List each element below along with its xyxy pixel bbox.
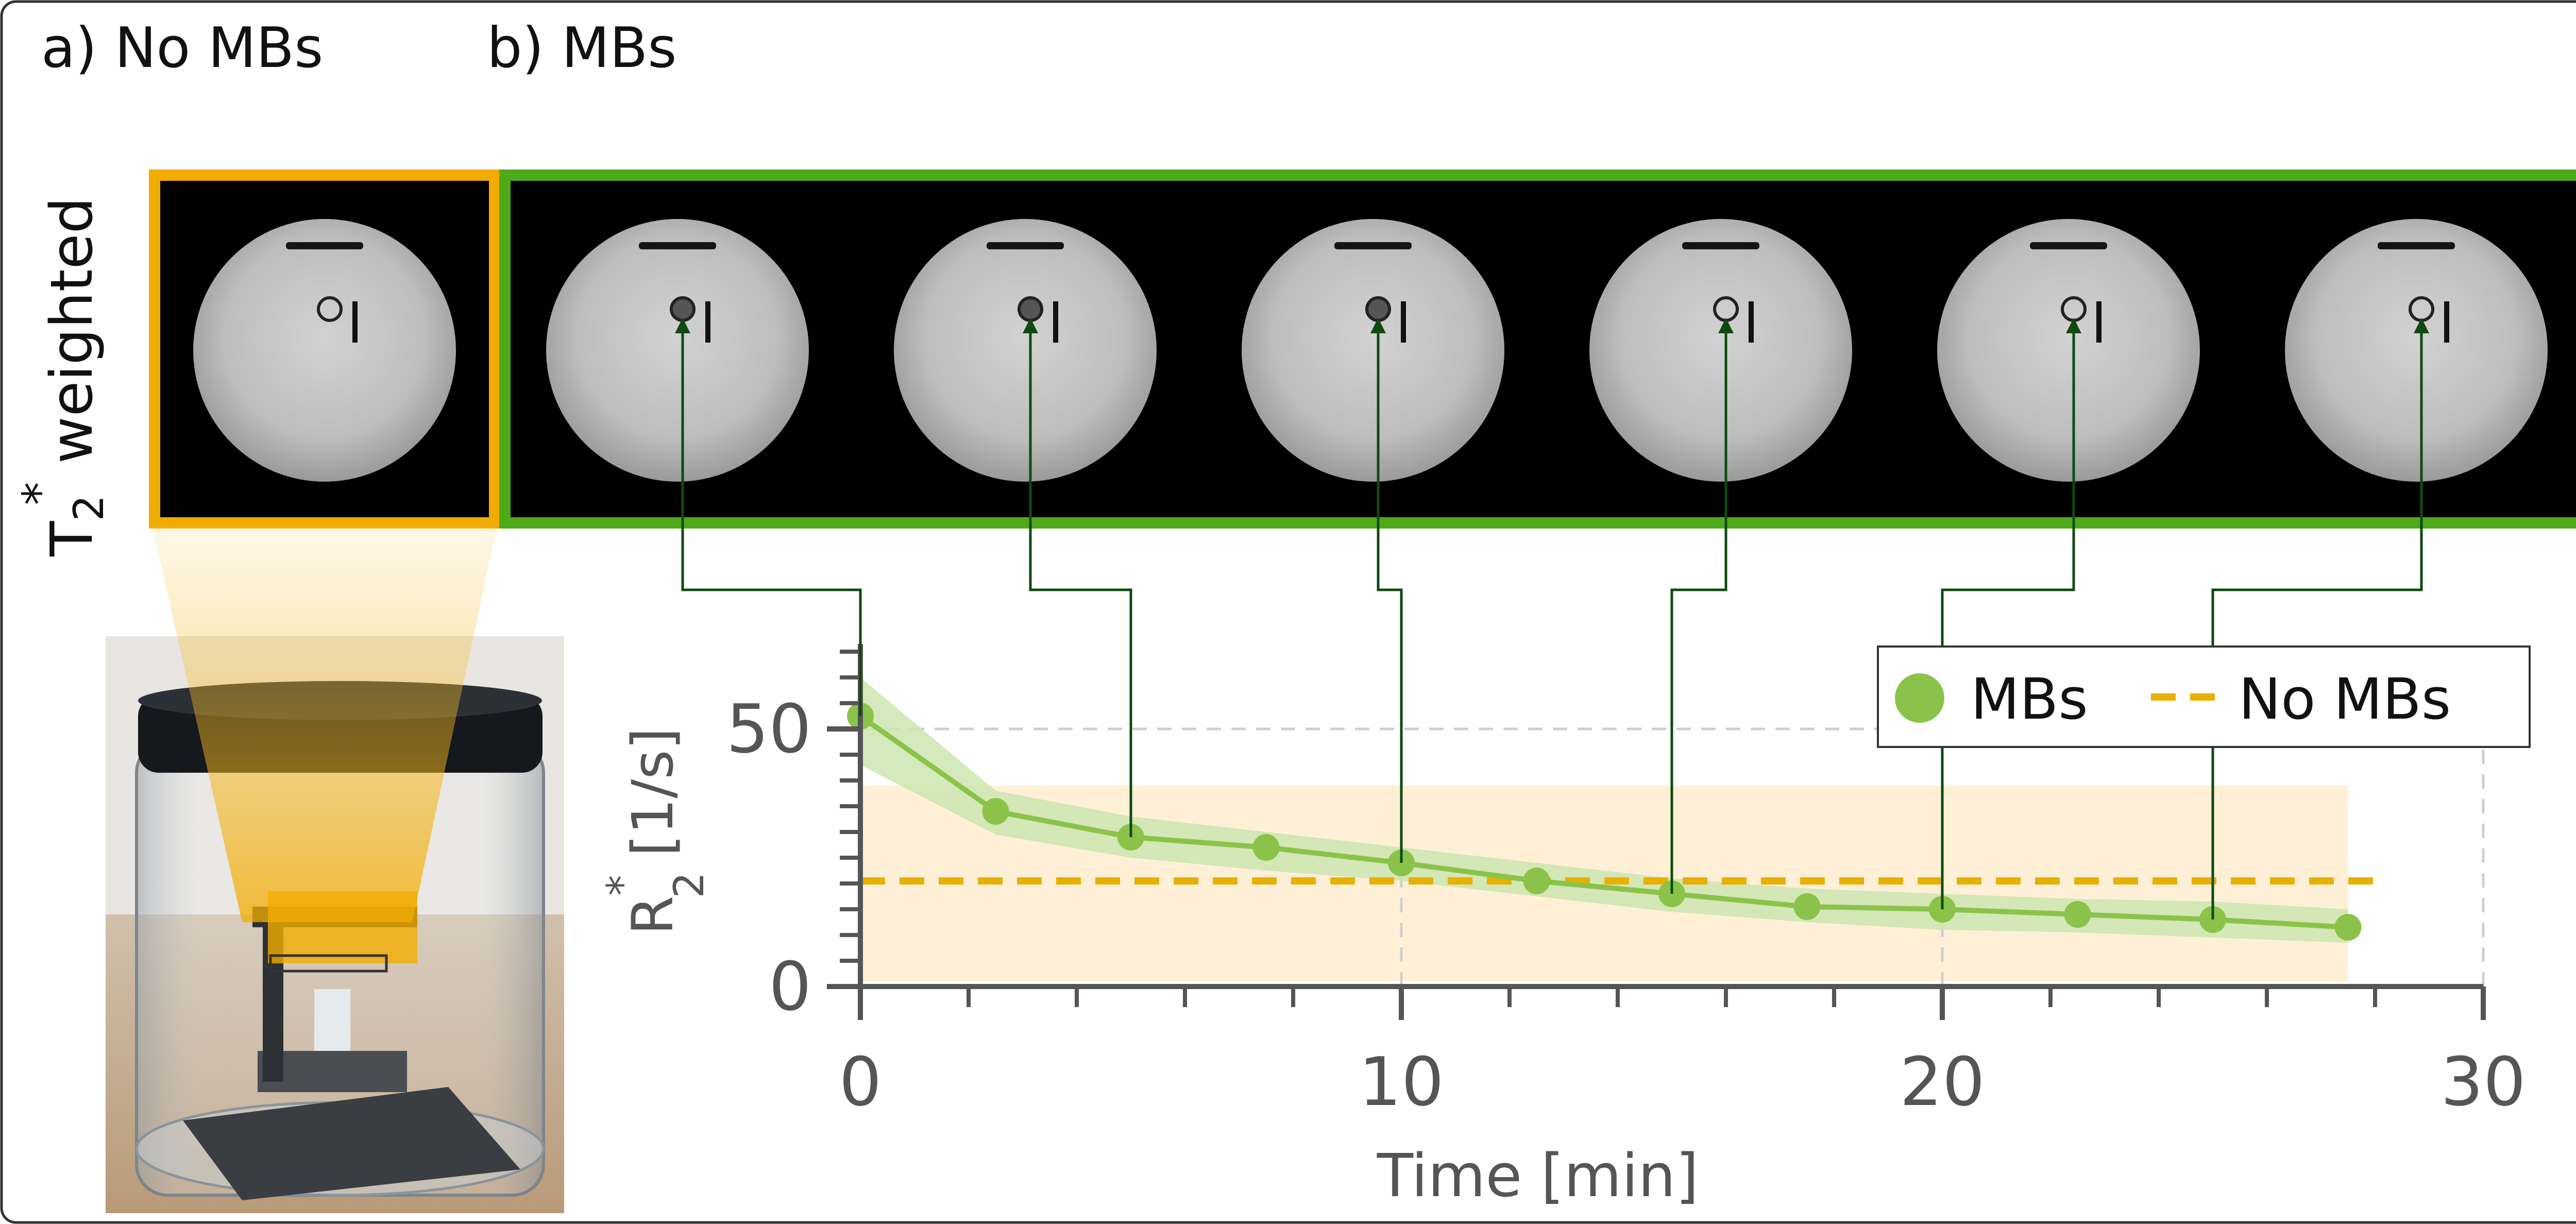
phantom-mbs-1 bbox=[894, 219, 1157, 482]
r2-chart: 0 10 20 30 0 50 Time [min] R* 2 [1/s] bbox=[598, 644, 2526, 1211]
phantom-mbs-3-top-marker bbox=[1682, 242, 1759, 249]
phantom-mbs-2 bbox=[1242, 219, 1504, 482]
panel-b-label: b) MBs bbox=[487, 16, 677, 80]
y-axis-label-text: R* 2 [1/s] bbox=[598, 727, 713, 935]
phantom-mbs-1-top-marker bbox=[987, 242, 1064, 249]
connector-line bbox=[1370, 318, 1403, 863]
phantom-mbs-1-tube bbox=[1018, 296, 1043, 322]
connector-line bbox=[675, 318, 862, 716]
x-axis-label: Time [min] bbox=[1377, 1142, 1699, 1211]
phantom-mbs-3 bbox=[1589, 219, 1852, 482]
phantom-mbs-0-disc bbox=[546, 219, 809, 482]
phantom-no-mbs-rod bbox=[352, 301, 358, 343]
phantom-no-mbs bbox=[193, 219, 456, 482]
legend-no-mbs-label: No MBs bbox=[2239, 666, 2451, 732]
phantom-mbs-1-disc bbox=[894, 219, 1157, 482]
x-tick-label: 20 bbox=[1900, 1043, 1985, 1121]
phantom-mbs-3-disc bbox=[1589, 219, 1852, 482]
connector-line bbox=[1023, 318, 1132, 837]
mbs-point bbox=[1252, 834, 1280, 861]
mbs-point bbox=[2334, 914, 2362, 941]
phantom-mbs-3-rod bbox=[1749, 301, 1754, 343]
y-axis-label-sup: * bbox=[598, 875, 646, 896]
y-axis-label-base: R bbox=[620, 896, 686, 935]
legend: MBs No MBs bbox=[1877, 645, 2531, 748]
row-label-rest: weighted bbox=[39, 197, 106, 482]
y-axis-label: R* 2 [1/s] bbox=[598, 727, 713, 935]
mbs-point bbox=[2064, 901, 2091, 928]
phantom-mbs-2-top-marker bbox=[1334, 242, 1412, 249]
y-axis-label-sub: 2 bbox=[665, 872, 713, 898]
mbs-point bbox=[982, 798, 1009, 825]
row-label-sub: 2 bbox=[65, 495, 113, 521]
phantom-mbs-0-top-marker bbox=[639, 242, 716, 249]
x-tick-label: 10 bbox=[1359, 1043, 1444, 1121]
phantom-mbs-2-rod bbox=[1401, 301, 1406, 343]
mri-frames bbox=[149, 169, 2576, 529]
connector-line bbox=[1941, 318, 2081, 909]
phantom-mbs-5-disc bbox=[2285, 219, 2548, 482]
phantom-mbs-4-top-marker bbox=[2030, 242, 2107, 249]
phantom-mbs-0-rod bbox=[705, 301, 710, 343]
phantom-mbs-4-disc bbox=[1937, 219, 2200, 482]
row-label: T2* weighted bbox=[13, 197, 113, 557]
phantom-mbs-1-rod bbox=[1053, 301, 1058, 343]
legend-mbs-marker bbox=[1895, 673, 1944, 723]
y-tick-label: 0 bbox=[769, 947, 811, 1026]
phantom-mbs-5-rod bbox=[2444, 301, 2449, 343]
phantom-no-mbs-tube bbox=[317, 296, 343, 322]
phantom-mbs-2-disc bbox=[1242, 219, 1504, 482]
x-tick-label: 0 bbox=[839, 1043, 882, 1121]
phantom-mbs-4 bbox=[1937, 219, 2200, 482]
phantom-mbs-5-top-marker bbox=[2378, 242, 2455, 249]
connector-line bbox=[1670, 318, 1734, 894]
x-tick-label: 30 bbox=[2441, 1043, 2526, 1121]
connector-line bbox=[2211, 318, 2429, 920]
phantom-mbs-5 bbox=[2285, 219, 2548, 482]
y-axis-label-unit: [1/s] bbox=[620, 727, 686, 856]
phantom-no-mbs-top-marker bbox=[286, 242, 363, 249]
panel-a-label: a) No MBs bbox=[41, 16, 323, 80]
phantom-mbs-0-tube bbox=[670, 296, 696, 322]
phantom-no-mbs-disc bbox=[193, 219, 456, 482]
mbs-line bbox=[859, 713, 2348, 930]
legend-mbs-label: MBs bbox=[1971, 666, 2088, 732]
svg-text:T2* weighted: T2* weighted bbox=[13, 197, 113, 557]
row-label-base: T bbox=[39, 521, 106, 557]
phantom-mbs-2-tube bbox=[1365, 296, 1391, 322]
mbs-point bbox=[1523, 868, 1550, 894]
phantom-mbs-4-rod bbox=[2096, 301, 2102, 343]
phantom-photo bbox=[106, 525, 564, 1213]
beam-projection bbox=[152, 525, 497, 922]
phantom-mbs-0 bbox=[546, 219, 809, 482]
connectors bbox=[675, 318, 2429, 920]
mbs-frame bbox=[499, 169, 2576, 529]
row-label-sup: * bbox=[13, 482, 67, 505]
mbs-point bbox=[1793, 893, 1821, 920]
y-tick-label: 50 bbox=[726, 690, 811, 768]
